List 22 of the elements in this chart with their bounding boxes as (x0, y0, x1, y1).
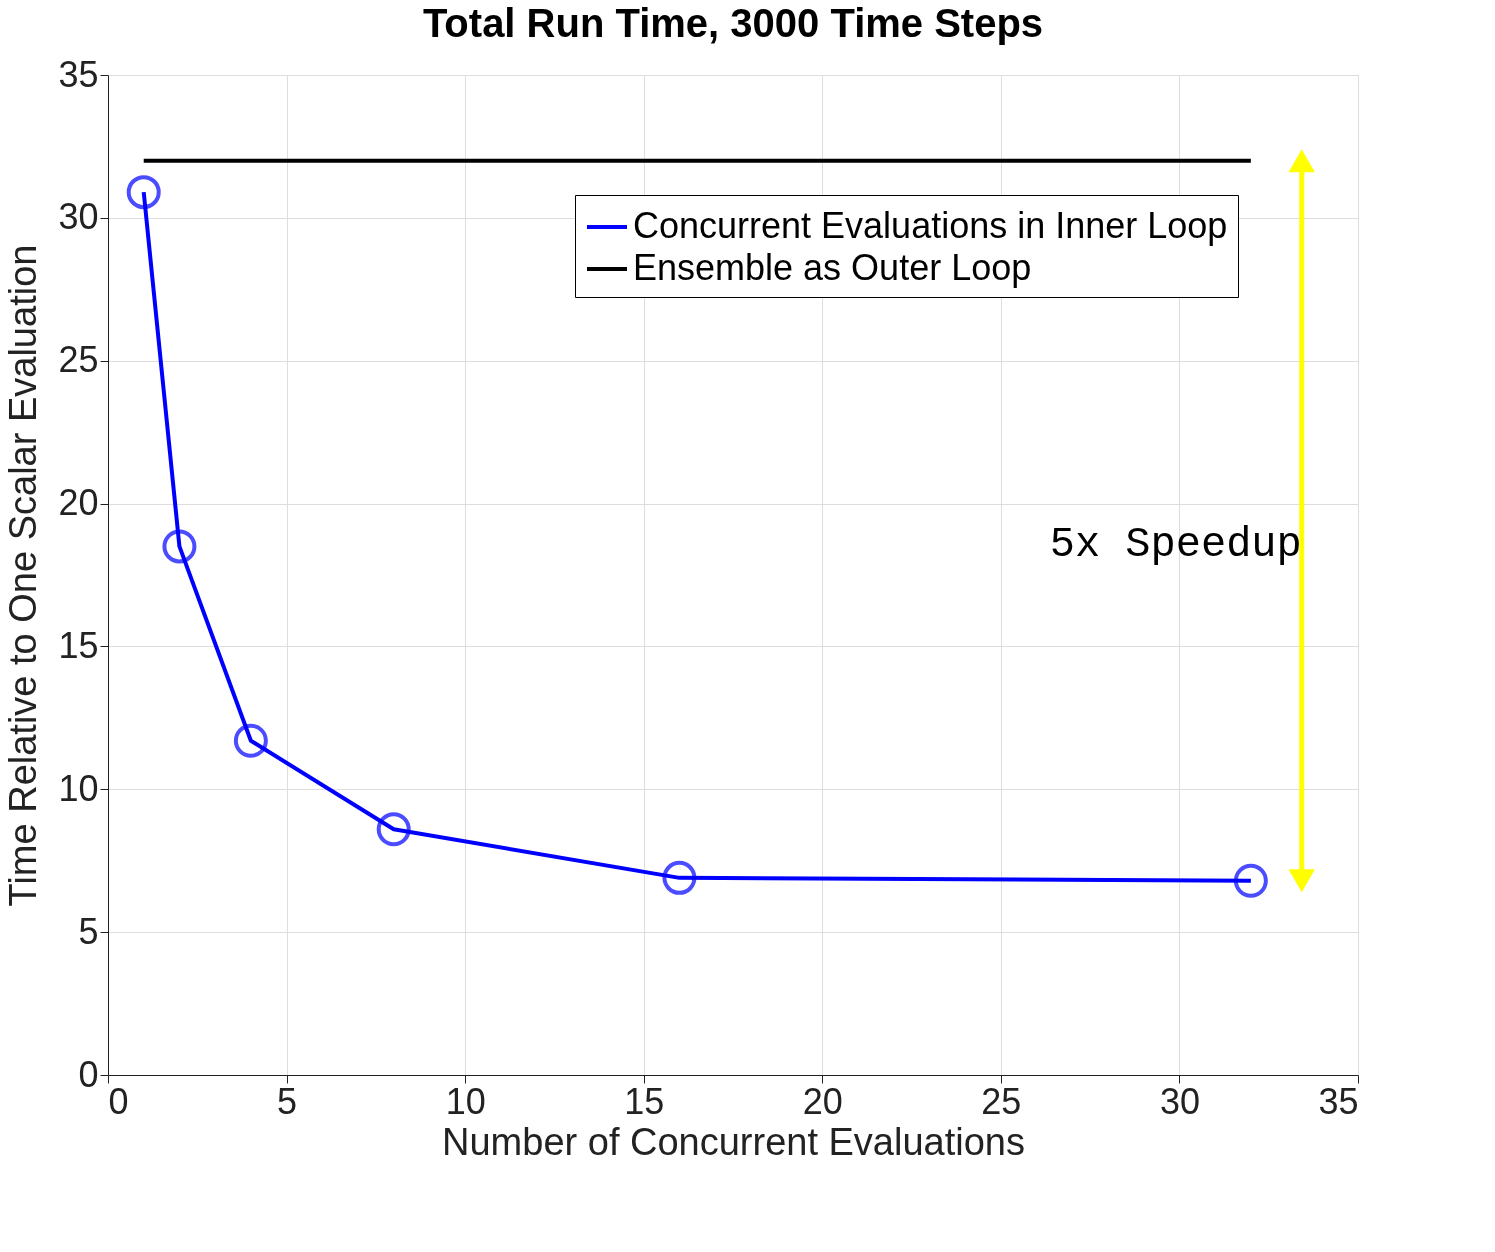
y-tick-label: 30 (58, 196, 99, 238)
y-tick-label: 35 (58, 53, 99, 95)
legend-label: Ensemble as Outer Loop (633, 247, 1032, 288)
x-tick-label: 20 (802, 1080, 843, 1122)
y-tick-label: 10 (58, 767, 99, 809)
legend-label: Concurrent Evaluations in Inner Loop (633, 205, 1228, 246)
chart-title: Total Run Time, 3000 Time Steps (422, 1, 1044, 45)
x-axis-title: Number of Concurrent Evaluations (442, 1120, 1025, 1163)
x-tick-label: 5 (277, 1080, 298, 1122)
x-tick-label: 0 (108, 1080, 129, 1122)
y-tick-label: 5 (78, 910, 99, 952)
x-tick-label: 25 (981, 1080, 1022, 1122)
y-tick-label: 0 (78, 1053, 99, 1095)
annotation: 5x Speedup (1049, 521, 1302, 569)
y-tick-label: 15 (58, 624, 99, 666)
x-tick-label: 35 (1318, 1080, 1359, 1122)
x-tick-label: 10 (445, 1080, 486, 1122)
y-tick-label: 25 (58, 339, 99, 381)
y-tick-label: 20 (58, 482, 99, 524)
y-axis-title: Time Relative to One Scalar Evaluation (2, 244, 45, 907)
x-tick-label: 15 (624, 1080, 665, 1122)
x-tick-label: 30 (1159, 1080, 1200, 1122)
